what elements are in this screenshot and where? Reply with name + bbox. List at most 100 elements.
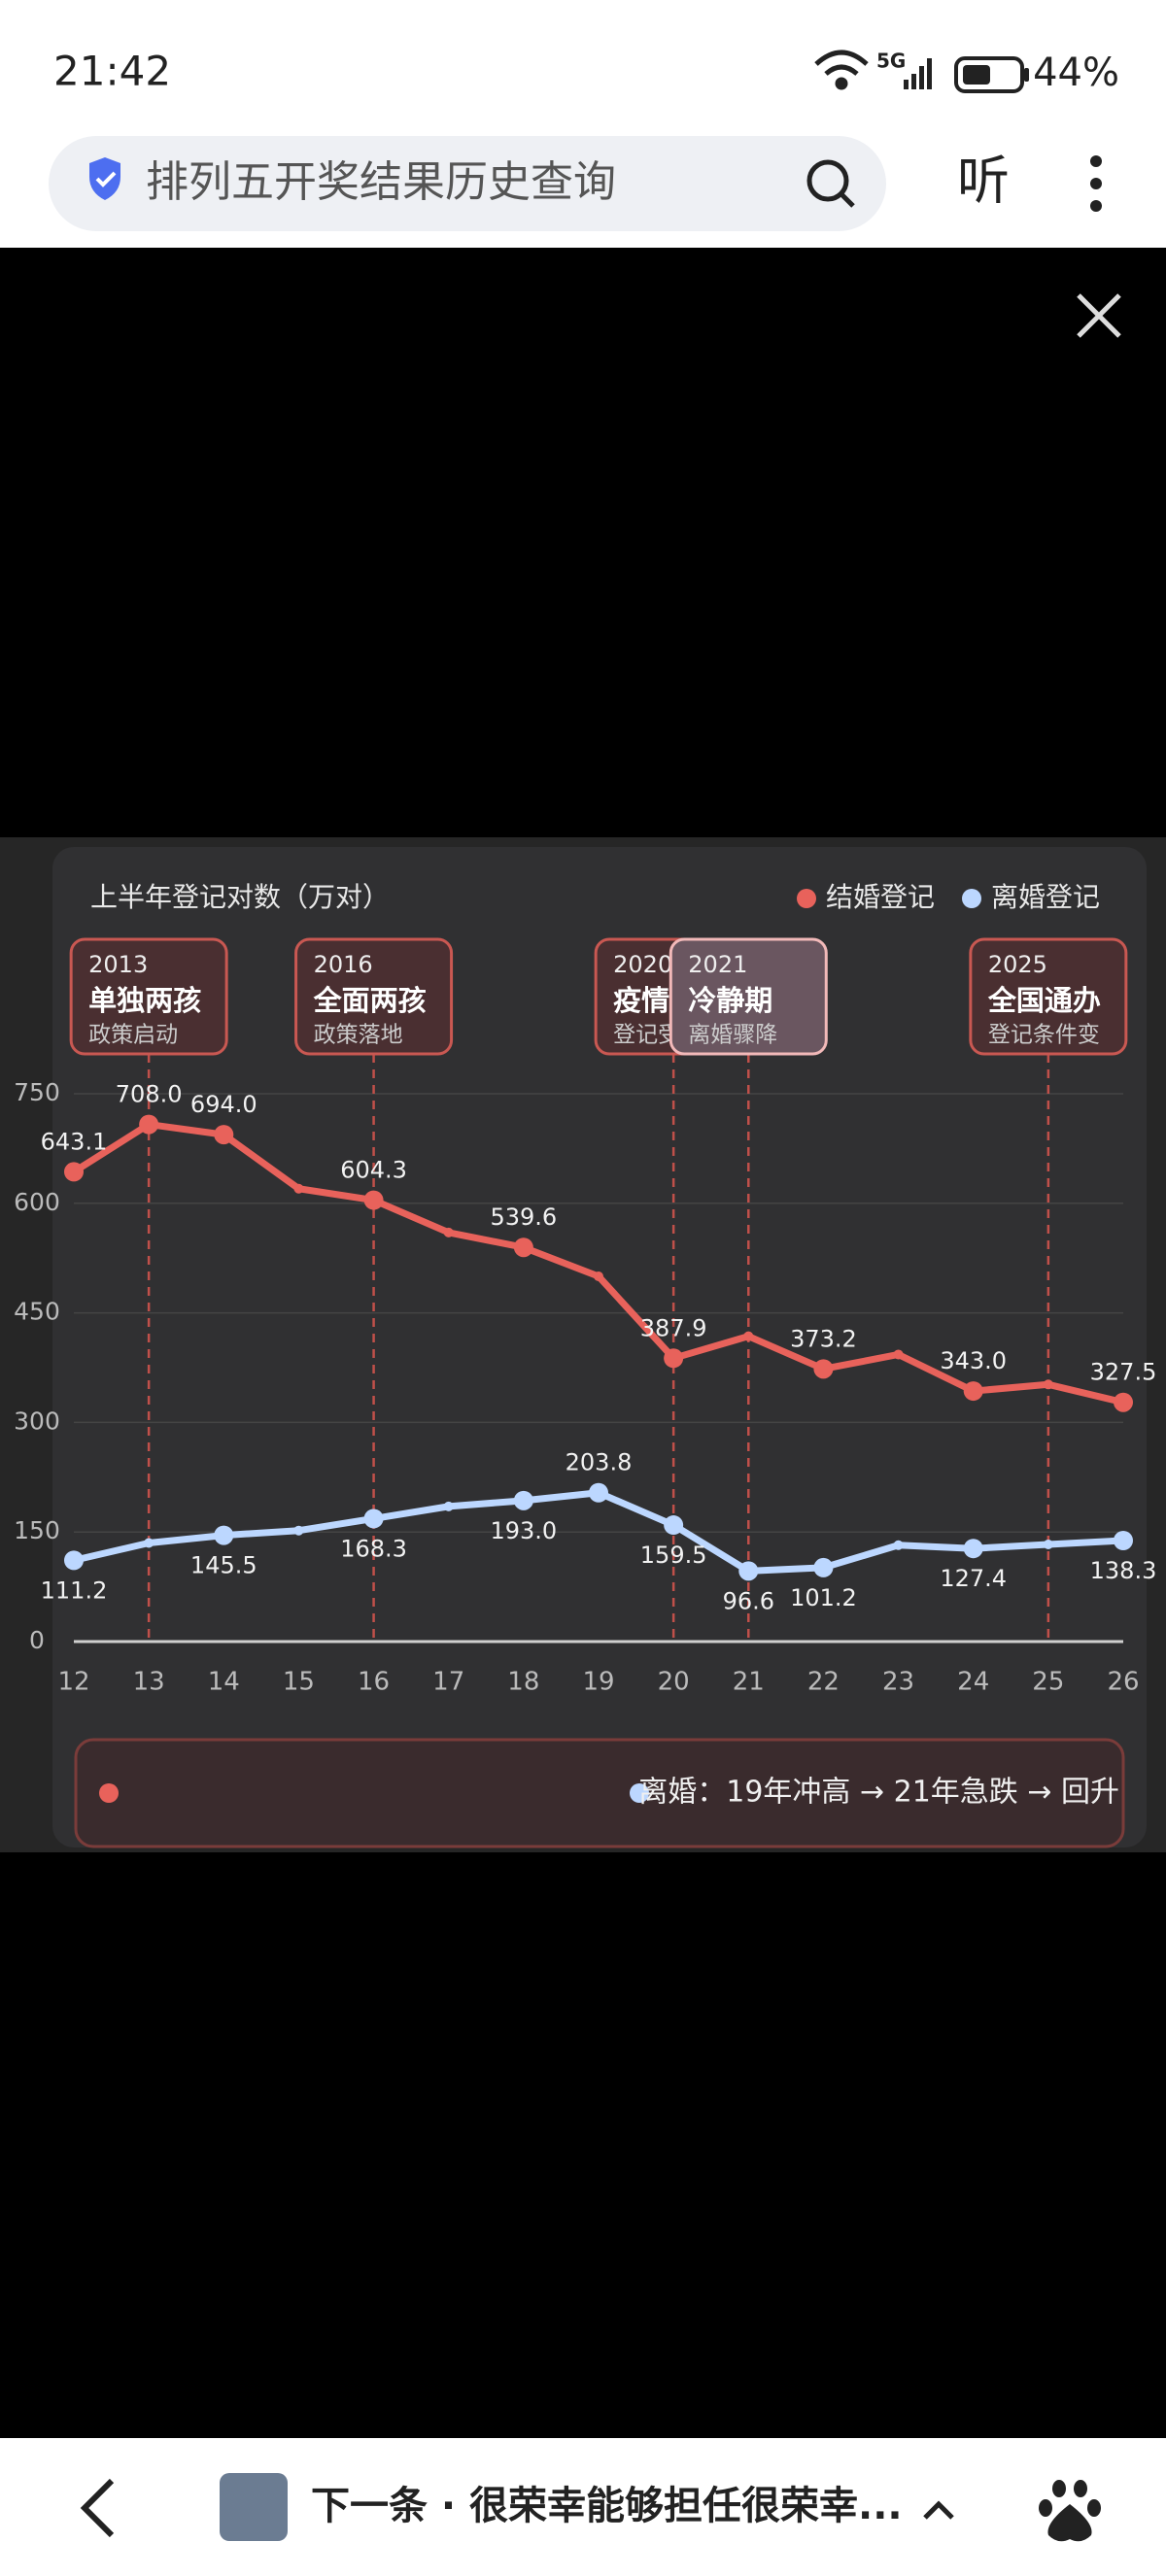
data-point	[1114, 1392, 1133, 1412]
data-label: 159.5	[640, 1542, 707, 1569]
data-label: 96.6	[723, 1587, 774, 1614]
data-point	[293, 1525, 304, 1536]
data-label: 327.5	[1090, 1359, 1157, 1386]
x-tick-label: 25	[1032, 1668, 1064, 1697]
network: 5G	[876, 50, 906, 73]
thumbnail[interactable]	[220, 2473, 288, 2541]
data-label: 127.4	[940, 1565, 1007, 1592]
event-note: 政策落地	[314, 1023, 403, 1048]
event-year: 2025	[988, 951, 1047, 978]
data-point	[214, 1125, 234, 1145]
legend-label: 离婚登记	[991, 881, 1100, 913]
event-note: 政策启动	[88, 1023, 178, 1048]
listen-button[interactable]: 听	[957, 151, 1010, 212]
y-tick-label: 150	[14, 1516, 60, 1544]
search-box[interactable]	[49, 136, 886, 231]
data-point	[214, 1525, 234, 1545]
data-point	[139, 1114, 159, 1135]
data-point	[513, 1490, 533, 1510]
battery-level: 44%	[1033, 51, 1119, 95]
data-point	[664, 1515, 684, 1536]
event-title: 单独两孩	[88, 984, 201, 1017]
expand-button[interactable]	[923, 2500, 954, 2520]
x-tick-label: 18	[507, 1668, 539, 1697]
data-point	[743, 1331, 754, 1341]
event-title: 疫情	[613, 984, 669, 1017]
y-tick-label: 600	[14, 1188, 60, 1216]
event-year: 2016	[314, 951, 373, 978]
data-label: 138.3	[1090, 1557, 1157, 1584]
data-point	[363, 1190, 384, 1210]
event-title: 全面两孩	[313, 984, 427, 1017]
data-point	[64, 1550, 84, 1571]
x-tick-label: 14	[208, 1668, 240, 1697]
more-menu[interactable]	[1090, 155, 1102, 212]
search-query[interactable]: 排列五开奖结果历史查询	[146, 157, 616, 207]
data-point	[513, 1237, 533, 1258]
data-point	[963, 1539, 983, 1559]
x-tick-label: 26	[1107, 1668, 1139, 1697]
x-tick-label: 15	[283, 1668, 315, 1697]
legend-label: 结婚登记	[826, 881, 935, 913]
data-label: 694.0	[190, 1091, 257, 1118]
event-year: 2013	[88, 951, 148, 978]
x-tick-label: 13	[133, 1668, 165, 1697]
data-point	[443, 1501, 454, 1511]
legend-swatch	[797, 889, 816, 908]
event-box	[69, 937, 228, 1056]
x-tick-label: 24	[957, 1668, 989, 1697]
data-label: 101.2	[790, 1584, 857, 1611]
data-label: 203.8	[566, 1449, 633, 1476]
data-point	[443, 1227, 454, 1237]
back-button[interactable]	[80, 2478, 115, 2538]
y-tick-label: 300	[14, 1407, 60, 1435]
data-point	[64, 1162, 84, 1182]
chart-title: 上半年登记对数（万对）	[90, 881, 390, 913]
y-tick-label: 450	[14, 1298, 60, 1326]
data-point	[893, 1349, 904, 1360]
x-tick-label: 20	[658, 1668, 690, 1697]
battery-icon	[954, 56, 1029, 93]
event-box	[669, 937, 828, 1056]
bottom-bar	[0, 2438, 1166, 2576]
data-point	[1114, 1530, 1133, 1550]
event-year: 2020	[613, 951, 672, 978]
footnote-box	[74, 1738, 1125, 1848]
wifi-icon	[814, 50, 869, 90]
data-label: 604.3	[340, 1157, 407, 1184]
chart-panel	[52, 847, 1147, 1847]
shield-icon	[89, 157, 120, 200]
x-tick-label: 12	[57, 1668, 89, 1697]
data-label: 373.2	[790, 1325, 857, 1352]
footnote-dot	[630, 1783, 649, 1803]
event-title: 全国通办	[987, 984, 1101, 1017]
event-note: 登记条件变	[988, 1023, 1100, 1048]
chart: 上半年登记对数（万对） 结婚登记 离婚登记 0 150 300 450 600 750 12 13 1…	[14, 881, 1157, 1848]
next-article[interactable]: 下一条 · 很荣幸能够担任很荣幸...	[311, 2484, 903, 2528]
data-label: 343.0	[940, 1347, 1007, 1374]
data-point	[893, 1540, 904, 1550]
close-button[interactable]	[1077, 293, 1121, 338]
x-tick-label: 22	[807, 1668, 840, 1697]
search-icon[interactable]	[806, 159, 855, 208]
data-point	[813, 1359, 834, 1379]
data-label: 168.3	[340, 1535, 407, 1562]
data-point	[1043, 1539, 1053, 1549]
data-point	[293, 1183, 304, 1194]
data-label: 145.5	[190, 1552, 257, 1579]
event-year: 2021	[688, 951, 747, 978]
baidu-icon[interactable]	[1039, 2480, 1101, 2542]
legend-swatch	[962, 889, 981, 908]
x-tick-label: 21	[733, 1668, 765, 1697]
event-title: 冷静期	[688, 984, 772, 1017]
event-note: 离婚骤降	[688, 1023, 777, 1048]
data-point	[589, 1482, 608, 1503]
data-point	[963, 1381, 983, 1402]
footnote: 离婚：19年冲高 → 21年急跌 → 回升	[638, 1776, 1119, 1810]
data-label: 111.2	[41, 1576, 108, 1604]
y-tick-label: 0	[29, 1626, 45, 1654]
y-tick-label: 750	[14, 1078, 60, 1106]
data-point	[1043, 1379, 1053, 1390]
